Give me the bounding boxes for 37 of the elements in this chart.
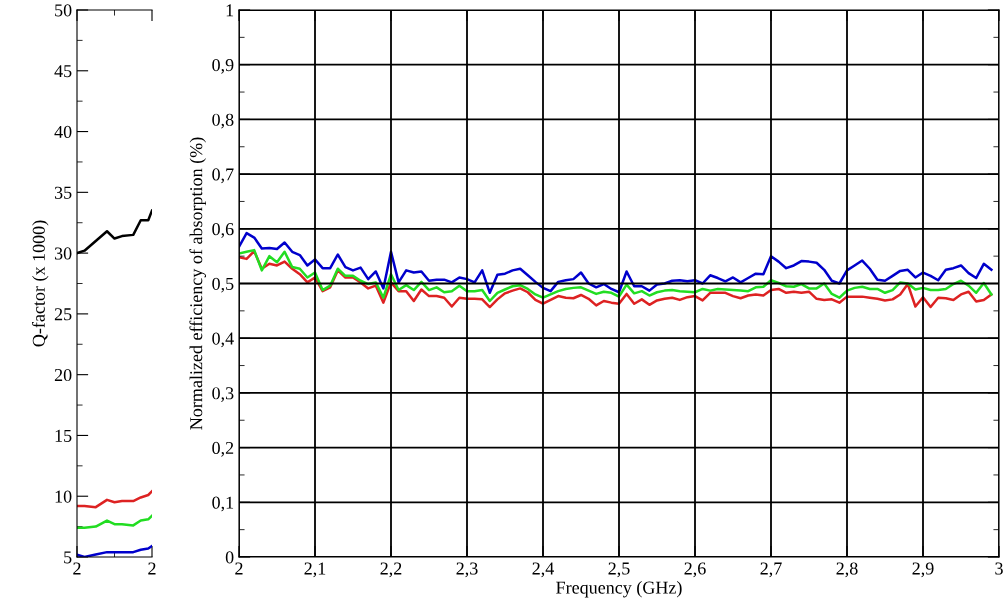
y-tick-label: 15 [55,429,72,442]
y-tick-label: 0,9 [212,58,234,74]
y-tick-label: 50 [55,4,72,17]
y-tick-label: 30 [54,247,72,260]
x-tick-label: 2,7 [760,562,782,578]
x-tick-label: 2,1 [304,562,326,578]
y-tick-label: 0,4 [212,332,234,348]
x-tick-label: 3 [995,562,1003,575]
x-tick-label: 2,5 [608,562,630,578]
y-tick-label: 20 [54,368,72,382]
y-axis-title: Normalized efficiency of absorption (%) [189,137,207,430]
y-tick-label: 0,8 [212,113,234,129]
x-tick-label: 2 [148,562,156,575]
x-tick-label: 2,8 [836,562,858,578]
y-tick-label: 0,5 [212,277,234,293]
y-tick-label: 45 [54,65,72,78]
y-tick-label: 35 [54,186,72,199]
y-tick-label: 5 [64,551,72,564]
x-tick-label: 2 [73,562,81,575]
x-tick-label: 2 [235,562,243,575]
y-tick-label: 0,7 [212,168,234,184]
y-tick-label: 0,2 [212,441,234,457]
y-tick-label: 10 [55,490,72,503]
y-tick-label: 1 [226,4,234,17]
x-axis-title: Frequency (GHz) [556,581,682,598]
x-tick-label: 2,4 [532,562,554,578]
x-tick-label: 2,2 [380,562,402,578]
y-tick-label: 0,6 [212,223,234,238]
y-tick-label: 40 [54,125,72,138]
x-tick-label: 2,3 [456,562,478,578]
y-tick-label: 25 [54,308,72,321]
y-tick-label: 0 [225,551,234,564]
y-tick-label: 0,3 [212,387,234,402]
x-tick-label: 2,6 [684,562,706,578]
y-axis-title: Q-factor (x 1000) [31,220,49,347]
x-tick-label: 2,9 [912,562,934,578]
y-tick-label: 0,1 [212,496,234,512]
